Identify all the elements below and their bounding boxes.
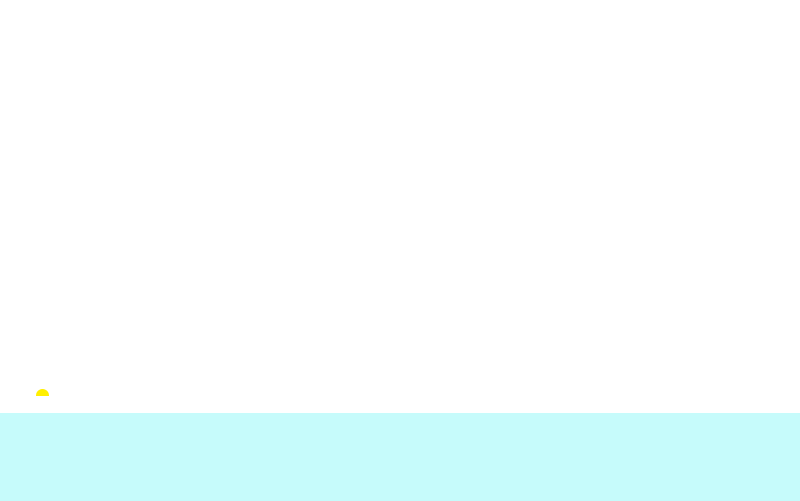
day-length-sun-icon xyxy=(36,389,49,396)
day-length-label xyxy=(30,387,49,399)
summary-table xyxy=(0,413,800,501)
